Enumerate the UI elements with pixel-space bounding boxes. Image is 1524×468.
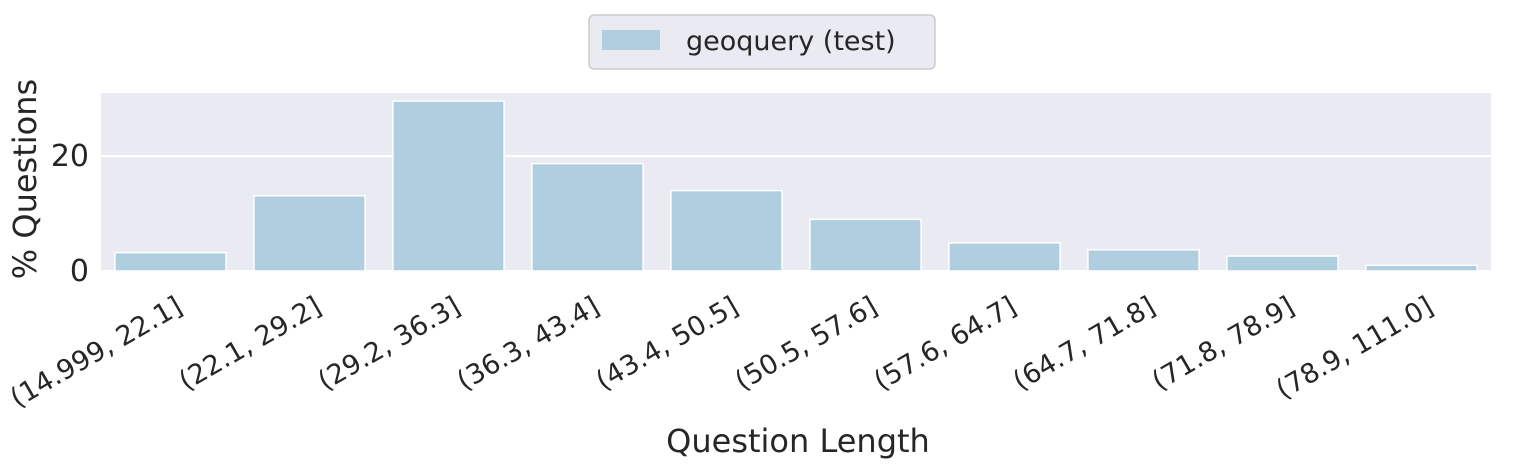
bar	[1226, 255, 1339, 272]
x-axis-label: Question Length	[666, 422, 930, 460]
legend: geoquery (test)	[588, 14, 936, 70]
bar	[531, 162, 644, 272]
legend-swatch	[602, 30, 660, 50]
bar	[1087, 249, 1200, 272]
bar	[114, 251, 227, 272]
bar	[253, 195, 366, 272]
x-tick-label: (50.5, 57.6]	[730, 291, 883, 397]
x-tick-label: (64.7, 71.8]	[1008, 291, 1161, 397]
x-tick-label: (29.2, 36.3]	[313, 291, 466, 397]
x-tick-label: (57.6, 64.7]	[869, 291, 1022, 397]
x-tick-label: (36.3, 43.4]	[452, 291, 605, 397]
y-tick-labels: 0 20	[51, 139, 89, 289]
bar	[809, 218, 922, 272]
y-axis-label: % Questions	[6, 79, 44, 279]
x-tick-labels: (14.999, 22.1](22.1, 29.2](29.2, 36.3](3…	[5, 291, 1438, 414]
bar	[392, 100, 505, 272]
x-tick-label: (43.4, 50.5]	[591, 291, 744, 397]
y-tick-label: 0	[70, 254, 89, 289]
bar	[670, 189, 783, 272]
bar	[1365, 264, 1478, 272]
legend-label: geoquery (test)	[686, 26, 896, 57]
bar	[948, 242, 1061, 272]
y-tick-label: 20	[51, 139, 89, 174]
bars	[114, 100, 1478, 272]
x-tick-label: (22.1, 29.2]	[174, 291, 327, 397]
legend-box	[588, 14, 936, 70]
x-tick-label: (14.999, 22.1]	[5, 291, 187, 414]
x-tick-label: (78.9, 111.0]	[1271, 291, 1439, 406]
